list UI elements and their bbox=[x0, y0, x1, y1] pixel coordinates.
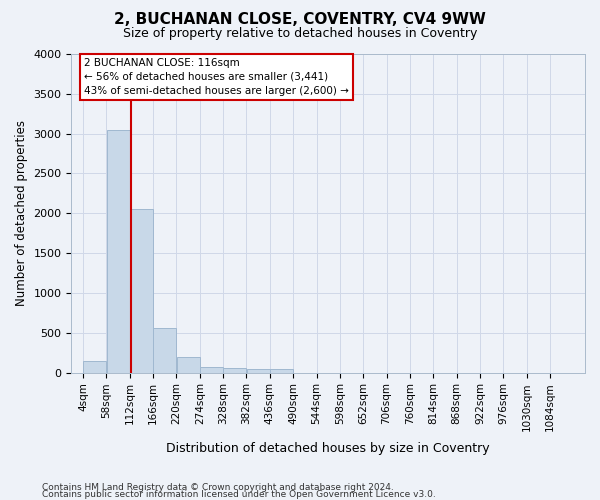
Text: Contains HM Land Registry data © Crown copyright and database right 2024.: Contains HM Land Registry data © Crown c… bbox=[42, 484, 394, 492]
Text: 2, BUCHANAN CLOSE, COVENTRY, CV4 9WW: 2, BUCHANAN CLOSE, COVENTRY, CV4 9WW bbox=[114, 12, 486, 28]
Bar bbox=[176, 357, 200, 372]
Bar bbox=[130, 210, 153, 372]
Bar bbox=[83, 362, 106, 372]
Bar bbox=[200, 366, 223, 372]
Text: Size of property relative to detached houses in Coventry: Size of property relative to detached ho… bbox=[123, 28, 477, 40]
Text: 2 BUCHANAN CLOSE: 116sqm
← 56% of detached houses are smaller (3,441)
43% of sem: 2 BUCHANAN CLOSE: 116sqm ← 56% of detach… bbox=[84, 58, 349, 96]
Bar bbox=[223, 368, 246, 372]
Text: Contains public sector information licensed under the Open Government Licence v3: Contains public sector information licen… bbox=[42, 490, 436, 499]
Bar bbox=[270, 368, 293, 372]
Bar bbox=[247, 368, 269, 372]
X-axis label: Distribution of detached houses by size in Coventry: Distribution of detached houses by size … bbox=[166, 442, 490, 455]
Bar bbox=[107, 130, 130, 372]
Y-axis label: Number of detached properties: Number of detached properties bbox=[15, 120, 28, 306]
Bar bbox=[154, 328, 176, 372]
